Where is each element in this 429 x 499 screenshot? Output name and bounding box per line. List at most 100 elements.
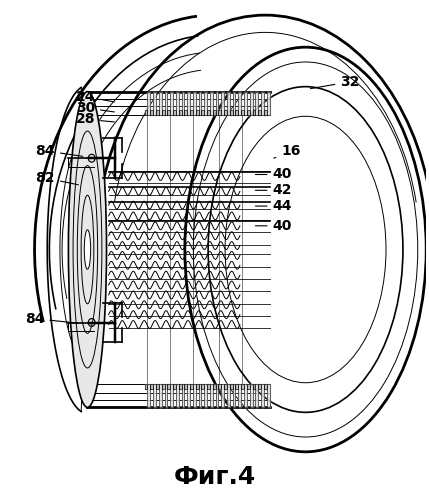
Polygon shape: [230, 110, 233, 115]
Polygon shape: [159, 384, 162, 407]
Ellipse shape: [68, 92, 106, 407]
Polygon shape: [145, 110, 148, 115]
Polygon shape: [181, 92, 184, 115]
Polygon shape: [204, 92, 207, 115]
Polygon shape: [241, 384, 244, 389]
Polygon shape: [224, 384, 227, 389]
Polygon shape: [255, 384, 258, 407]
Polygon shape: [196, 110, 199, 115]
Polygon shape: [230, 384, 233, 389]
Polygon shape: [210, 384, 213, 407]
Polygon shape: [201, 384, 204, 389]
Polygon shape: [176, 384, 179, 407]
Polygon shape: [253, 384, 255, 389]
Polygon shape: [227, 92, 230, 115]
Polygon shape: [170, 92, 173, 115]
Polygon shape: [224, 110, 227, 115]
Polygon shape: [258, 384, 261, 389]
Polygon shape: [250, 92, 253, 115]
Polygon shape: [184, 384, 187, 389]
Polygon shape: [213, 110, 216, 115]
Polygon shape: [207, 384, 210, 389]
Polygon shape: [173, 384, 176, 389]
Polygon shape: [193, 384, 196, 407]
Polygon shape: [196, 384, 199, 389]
Text: 24: 24: [76, 89, 115, 103]
Polygon shape: [187, 92, 190, 115]
Polygon shape: [264, 110, 267, 115]
Polygon shape: [267, 92, 269, 115]
Polygon shape: [258, 110, 261, 115]
Text: 28: 28: [76, 112, 115, 126]
Polygon shape: [150, 384, 153, 389]
Text: 32: 32: [311, 75, 360, 89]
Polygon shape: [199, 384, 201, 407]
Polygon shape: [247, 110, 250, 115]
Text: 30: 30: [76, 101, 115, 115]
Polygon shape: [148, 92, 150, 115]
Polygon shape: [236, 110, 239, 115]
Polygon shape: [164, 92, 167, 115]
Polygon shape: [250, 384, 253, 407]
Text: 40: 40: [255, 219, 292, 233]
Polygon shape: [216, 384, 218, 407]
Text: 42: 42: [255, 183, 292, 197]
Polygon shape: [162, 384, 164, 389]
Polygon shape: [267, 384, 269, 407]
Polygon shape: [244, 92, 247, 115]
Polygon shape: [184, 110, 187, 115]
Polygon shape: [239, 92, 241, 115]
Polygon shape: [199, 92, 201, 115]
Polygon shape: [241, 110, 244, 115]
Polygon shape: [187, 384, 190, 407]
Polygon shape: [162, 110, 164, 115]
Text: Фиг.4: Фиг.4: [173, 466, 256, 490]
Polygon shape: [218, 384, 221, 389]
Polygon shape: [216, 92, 218, 115]
Polygon shape: [167, 384, 170, 389]
Polygon shape: [179, 110, 181, 115]
Polygon shape: [153, 384, 156, 407]
Polygon shape: [145, 384, 148, 389]
Text: 84: 84: [35, 144, 83, 158]
Polygon shape: [156, 110, 159, 115]
Polygon shape: [176, 92, 179, 115]
Polygon shape: [213, 384, 216, 389]
Text: 84: 84: [25, 311, 79, 325]
Polygon shape: [264, 384, 267, 389]
Polygon shape: [233, 384, 236, 407]
Polygon shape: [153, 92, 156, 115]
Polygon shape: [210, 92, 213, 115]
Polygon shape: [221, 384, 224, 407]
Polygon shape: [179, 384, 181, 389]
Polygon shape: [261, 384, 264, 407]
Polygon shape: [233, 92, 236, 115]
Polygon shape: [167, 110, 170, 115]
Polygon shape: [247, 384, 250, 389]
Text: 44: 44: [255, 199, 292, 213]
Polygon shape: [253, 110, 255, 115]
Polygon shape: [193, 92, 196, 115]
Polygon shape: [190, 384, 193, 389]
Polygon shape: [204, 384, 207, 407]
Polygon shape: [239, 384, 241, 407]
Ellipse shape: [226, 117, 386, 382]
Polygon shape: [164, 384, 167, 407]
Polygon shape: [190, 110, 193, 115]
Polygon shape: [201, 110, 204, 115]
Ellipse shape: [84, 230, 91, 269]
Polygon shape: [181, 384, 184, 407]
Polygon shape: [148, 384, 150, 407]
Polygon shape: [227, 384, 230, 407]
Polygon shape: [261, 92, 264, 115]
Polygon shape: [218, 110, 221, 115]
Polygon shape: [207, 110, 210, 115]
Polygon shape: [173, 110, 176, 115]
Polygon shape: [156, 384, 159, 389]
Text: 82: 82: [35, 171, 79, 185]
Polygon shape: [150, 110, 153, 115]
Polygon shape: [170, 384, 173, 407]
Polygon shape: [159, 92, 162, 115]
Text: 40: 40: [255, 168, 292, 182]
Polygon shape: [244, 384, 247, 407]
